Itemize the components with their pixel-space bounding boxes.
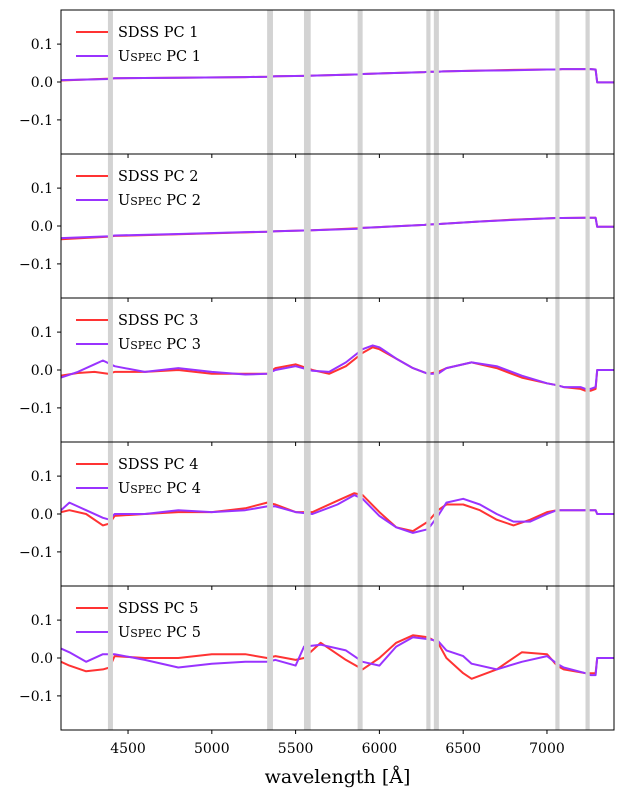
legend-label: SDSS PC 5: [118, 601, 198, 617]
masked-band: [303, 442, 311, 586]
masked-band: [433, 586, 439, 730]
y-tick-label: 0.1: [31, 469, 53, 485]
y-tick-label: 0.0: [31, 363, 53, 379]
panel-2: 0.1 0.0 −0.1 SDSS PC 2 USPEC PC 2: [19, 153, 615, 302]
series-line-sdss: [61, 634, 614, 680]
x-axis-label: wavelength [Å]: [265, 766, 411, 788]
x-tick-label: 6000: [362, 741, 398, 757]
masked-band: [585, 586, 590, 730]
y-tick-label: −0.1: [19, 689, 53, 705]
legend-label: USPEC PC 5: [118, 625, 201, 641]
masked-band: [555, 154, 560, 298]
series-line-uspec: [61, 68, 614, 84]
masked-band: [107, 154, 113, 298]
y-tick-label: 0.0: [31, 219, 53, 235]
masked-band: [267, 586, 273, 730]
masked-band: [267, 154, 273, 298]
masked-band: [303, 586, 311, 730]
masked-band: [585, 154, 590, 298]
panel-4: 0.1 0.0 −0.1 SDSS PC 4 USPEC PC 4: [19, 441, 615, 590]
masked-band: [433, 442, 439, 586]
masked-band: [585, 298, 590, 442]
y-tick-label: −0.1: [19, 113, 53, 129]
series-line-uspec: [61, 216, 614, 240]
masked-band: [357, 586, 363, 730]
y-tick-label: 0.0: [31, 651, 53, 667]
series-group: [61, 492, 614, 534]
y-tick-label: −0.1: [19, 401, 53, 417]
legend-label: USPEC PC 4: [118, 481, 201, 497]
masked-band: [555, 10, 560, 154]
masked-band: [426, 586, 431, 730]
x-tick-label: 7000: [529, 741, 565, 757]
legend-label: SDSS PC 2: [118, 169, 198, 185]
masked-band: [267, 10, 273, 154]
x-tick-label: 5500: [278, 741, 314, 757]
masked-band: [585, 10, 590, 154]
masked-band: [357, 442, 363, 586]
masked-band: [426, 442, 431, 586]
masked-band: [357, 154, 363, 298]
y-tick-label: −0.1: [19, 545, 53, 561]
series-group: [61, 216, 614, 241]
series-group: [61, 634, 614, 680]
legend-label: SDSS PC 4: [118, 457, 198, 473]
series-line-sdss: [61, 346, 614, 392]
masked-band: [433, 298, 439, 442]
masked-band: [267, 442, 273, 586]
masked-band: [426, 298, 431, 442]
masked-band: [426, 10, 431, 154]
series-group: [61, 344, 614, 392]
series-line-uspec: [61, 636, 614, 677]
y-tick-label: 0.1: [31, 613, 53, 629]
y-tick-label: 0.0: [31, 507, 53, 523]
masked-band: [555, 298, 560, 442]
masked-band: [107, 586, 113, 730]
y-tick-label: −0.1: [19, 257, 53, 273]
masked-band: [107, 10, 113, 154]
legend-label: SDSS PC 3: [118, 313, 198, 329]
y-tick-label: 0.0: [31, 75, 53, 91]
masked-band: [555, 442, 560, 586]
masked-band: [555, 586, 560, 730]
y-tick-label: 0.1: [31, 37, 53, 53]
x-tick-label: 5000: [194, 741, 230, 757]
series-group: [61, 68, 614, 84]
masked-band: [303, 10, 311, 154]
y-tick-label: 0.1: [31, 325, 53, 341]
masked-band: [433, 154, 439, 298]
legend-label: SDSS PC 1: [118, 25, 198, 41]
y-tick-label: 0.1: [31, 181, 53, 197]
masked-band: [107, 298, 113, 442]
masked-band: [585, 442, 590, 586]
legend-label: USPEC PC 3: [118, 337, 201, 353]
masked-band: [303, 298, 311, 442]
series-line-uspec: [61, 344, 614, 390]
masked-band: [303, 154, 311, 298]
legend-label: USPEC PC 1: [118, 49, 201, 65]
panel-1: 0.1 0.0 −0.1 SDSS PC 1 USPEC PC 1: [19, 9, 615, 158]
panel-5: 0.1 0.0 −0.1 SDSS PC 5 USPEC PC 5: [19, 585, 615, 734]
series-line-sdss: [61, 492, 614, 533]
masked-band: [267, 298, 273, 442]
x-tick-label: 6500: [445, 741, 481, 757]
x-tick-label: 4500: [110, 741, 146, 757]
panel-3: 0.1 0.0 −0.1 SDSS PC 3 USPEC PC 3: [19, 297, 615, 446]
masked-band: [357, 298, 363, 442]
masked-band: [357, 10, 363, 154]
legend-label: USPEC PC 2: [118, 193, 201, 209]
masked-band: [107, 442, 113, 586]
masked-band: [433, 10, 439, 154]
masked-band: [426, 154, 431, 298]
